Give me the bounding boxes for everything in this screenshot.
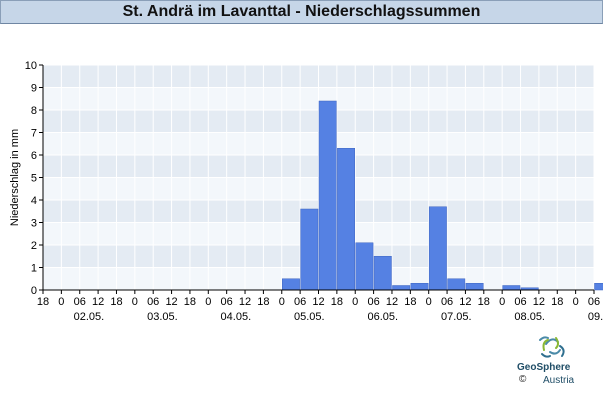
x-date-label: 03.05.	[147, 311, 178, 323]
x-date-label: 08.05.	[514, 311, 545, 323]
x-hour-label: 0	[352, 296, 358, 308]
logo-name: GeoSphere	[517, 362, 571, 373]
y-tick-label: 0	[31, 285, 37, 297]
y-tick-label: 2	[31, 240, 37, 252]
x-hour-label: 06	[221, 296, 233, 308]
x-hour-label: 0	[426, 296, 432, 308]
x-hour-label: 12	[459, 296, 471, 308]
geosphere-logo-icon	[539, 336, 565, 358]
x-hour-label: 18	[551, 296, 563, 308]
x-hour-label: 0	[132, 296, 138, 308]
y-tick-label: 10	[25, 60, 37, 72]
x-hour-label: 12	[165, 296, 177, 308]
precipitation-bar	[447, 278, 466, 291]
precipitation-bar	[337, 148, 355, 291]
x-hour-label: 18	[37, 296, 49, 308]
logo-subtitle: Austria	[543, 375, 575, 386]
title-bar: St. Andrä im Lavanttal - Niederschlagssu…	[0, 0, 603, 24]
y-tick-label: 5	[31, 173, 37, 185]
x-hour-label: 0	[279, 296, 285, 308]
x-hour-label: 18	[404, 296, 416, 308]
x-hour-label: 18	[478, 296, 490, 308]
x-hour-label: 0	[573, 296, 579, 308]
y-tick-label: 9	[31, 83, 37, 95]
x-date-label: 04.05.	[221, 311, 252, 323]
x-date-label: 06.05.	[367, 311, 398, 323]
x-hour-label: 0	[205, 296, 211, 308]
x-hour-label: 0	[499, 296, 505, 308]
x-hour-label: 0	[58, 296, 64, 308]
y-tick-label: 7	[31, 128, 37, 140]
precipitation-bar	[502, 285, 521, 291]
precipitation-bar	[428, 206, 447, 291]
precipitation-bar	[355, 242, 374, 291]
y-tick-label: 6	[31, 150, 37, 162]
x-hour-label: 12	[386, 296, 398, 308]
x-hour-label: 12	[533, 296, 545, 308]
precipitation-bar	[300, 208, 319, 291]
y-axis-label: Niederschlag in mm	[9, 129, 21, 226]
precipitation-bar	[318, 100, 337, 291]
x-hour-label: 18	[184, 296, 196, 308]
x-hour-label: 12	[92, 296, 104, 308]
x-hour-label: 18	[110, 296, 122, 308]
precipitation-bar	[594, 283, 603, 291]
precipitation-bar	[392, 285, 411, 291]
x-hour-label: 12	[312, 296, 324, 308]
x-hour-label: 18	[257, 296, 269, 308]
x-date-label: 09.05.	[588, 311, 603, 323]
y-tick-label: 1	[31, 263, 37, 275]
x-hour-label: 18	[331, 296, 343, 308]
precipitation-bar	[410, 283, 429, 291]
chart-title: St. Andrä im Lavanttal - Niederschlagssu…	[122, 3, 481, 20]
precipitation-bar	[373, 256, 392, 291]
x-hour-label: 06	[147, 296, 159, 308]
x-hour-label: 06	[294, 296, 306, 308]
x-hour-label: 12	[239, 296, 251, 308]
y-tick-label: 8	[31, 105, 37, 117]
x-date-label: 05.05.	[294, 311, 325, 323]
x-date-label: 07.05.	[441, 311, 472, 323]
x-hour-label: 06	[514, 296, 526, 308]
x-date-label: 02.05.	[74, 311, 105, 323]
y-tick-label: 3	[31, 218, 37, 230]
x-hour-label: 06	[441, 296, 453, 308]
precipitation-bar	[282, 278, 300, 291]
x-hour-label: 06	[588, 296, 600, 308]
copyright-mark: ©	[519, 374, 527, 385]
precipitation-bar	[465, 283, 484, 291]
x-hour-label: 06	[367, 296, 379, 308]
x-hour-label: 06	[74, 296, 86, 308]
y-tick-label: 4	[31, 195, 37, 207]
